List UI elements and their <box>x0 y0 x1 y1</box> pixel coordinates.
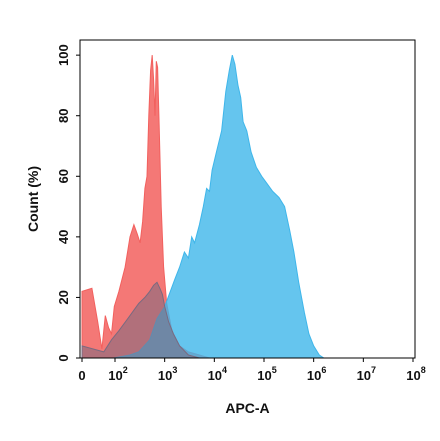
series-area-1 <box>82 54 326 359</box>
x-axis-title: APC-A <box>225 400 269 416</box>
series-area-2 <box>81 281 200 359</box>
x-tick-label: 0 <box>78 368 85 383</box>
y-tick-label: 80 <box>56 108 71 122</box>
y-tick-label: 40 <box>56 230 71 244</box>
plot-frame <box>79 39 416 359</box>
x-tick-label: 108 <box>406 365 425 383</box>
y-tick-label: 20 <box>56 290 71 304</box>
x-tick-label: 106 <box>307 365 326 383</box>
y-tick-label: 0 <box>56 354 71 361</box>
series-layer <box>81 54 326 359</box>
x-axis: 0 102 103 104 105 106 107 108 <box>78 358 426 383</box>
y-tick-label: 100 <box>56 44 71 66</box>
x-tick-label: 105 <box>257 365 276 383</box>
y-tick-label: 60 <box>56 169 71 183</box>
x-tick-label: 107 <box>357 365 376 383</box>
x-tick-label: 103 <box>158 365 177 383</box>
y-axis: 0 20 40 60 80 100 <box>56 44 80 362</box>
x-tick-label: 102 <box>108 365 127 383</box>
x-tick-label: 104 <box>208 365 227 383</box>
y-axis-title: Count (%) <box>25 166 41 232</box>
